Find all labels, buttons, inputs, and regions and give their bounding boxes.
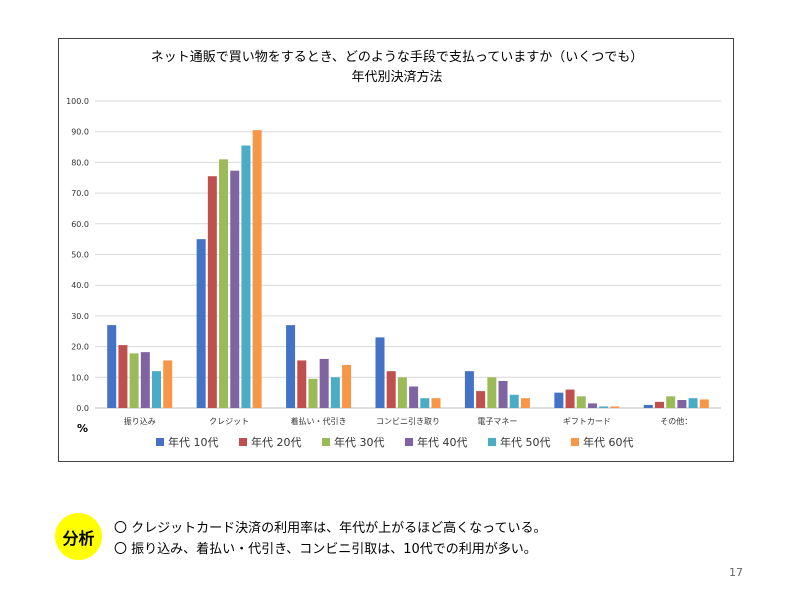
category-label: 振り込み [124,416,156,426]
bar [409,386,419,408]
y-tick-label: 70.0 [71,189,89,198]
bar [654,401,664,408]
legend-label: 年代 10代 [168,435,219,449]
bar [397,377,407,408]
legend-swatch [405,438,413,446]
bar [342,365,352,408]
category-label: 電子マネー [477,417,517,426]
bar [476,391,486,408]
y-tick-label: 90.0 [71,128,89,137]
legend-label: 年代 40代 [417,435,468,449]
category-label: コンビニ引き取り [376,417,440,426]
legend-swatch [571,438,579,446]
analysis-badge-label: 分析 [62,528,95,548]
legend-swatch [488,438,496,446]
bar [107,325,117,408]
bar [163,360,173,408]
chart-title: ネット通販で買い物をするとき、どのような手段で支払っていますか（いくつでも） [151,50,643,65]
y-tick-label: 30.0 [71,312,89,321]
category-label: 着払い・代引き [291,416,347,426]
category-label: ギフトカード [563,417,611,426]
legend-swatch [239,438,247,446]
page-number: 17 [729,566,743,579]
bars [107,130,709,408]
analysis-line-2: 〇 振り込み、着払い・代引き、コンビニ引取は、10代での利用が多い。 [114,542,537,557]
y-tick-label: 20.0 [71,343,89,352]
bar [576,396,586,408]
x-axis-categories: 振り込み クレジット 着払い・代引き コンビニ引き取り 電子マネー ギフトカード その他： [124,416,693,426]
y-tick-label: 100.0 [66,97,89,106]
bar [241,145,251,408]
legend-label: 年代 60代 [583,435,634,449]
bar [286,325,296,408]
bar [330,377,340,408]
category-label: クレジット [209,417,249,426]
bar [297,360,307,408]
chart-subtitle: 年代別決済方法 [351,69,442,85]
chart-frame: ネット通販で買い物をするとき、どのような手段で支払っていますか（いくつでも） 年… [58,38,734,462]
bar [386,371,396,408]
legend-label: 年代 50代 [500,435,551,449]
bar [487,377,497,408]
bar [464,371,474,408]
bar [420,398,430,408]
bar [554,392,564,408]
bar [140,352,150,408]
bar [308,378,318,408]
bar [152,371,162,408]
y-tick-label: 80.0 [71,158,89,167]
bar [375,337,385,408]
grid-lines [95,100,721,409]
bar [599,406,609,408]
bar [196,239,206,408]
analysis-line-1: 〇 クレジットカード決済の利用率は、年代が上がるほど高くなっている。 [114,521,547,536]
bar [118,345,128,408]
bar [688,398,698,408]
bar [319,358,329,408]
bar [207,176,217,408]
unit-label: % [77,422,88,435]
category-label: その他： [660,416,692,426]
y-tick-label: 60.0 [71,220,89,229]
bar [643,404,653,408]
bar [587,403,597,408]
bar [129,353,139,408]
legend-swatch [156,438,164,446]
bar [230,170,240,408]
bar [699,399,709,408]
y-tick-label: 10.0 [71,373,89,382]
bar [677,400,687,408]
analysis-badge: 分析 [55,513,102,560]
y-tick-label: 50.0 [71,251,89,260]
bar [666,396,676,408]
bar [219,159,229,408]
bar [610,406,620,408]
bar-chart: ネット通販で買い物をするとき、どのような手段で支払っていますか（いくつでも） 年… [66,50,721,449]
bar [252,130,262,408]
bar [509,394,519,408]
bar [520,398,530,408]
legend-label: 年代 20代 [251,435,302,449]
y-tick-label: 40.0 [71,281,89,290]
y-axis-ticks: 0.0 10.0 20.0 30.0 40.0 50.0 60.0 70.0 80.0 90.0 1… [66,97,89,413]
bar [565,389,575,408]
bar [498,380,508,408]
legend-label: 年代 30代 [334,435,385,449]
y-tick-label: 0.0 [76,404,89,413]
legend: 年代 10代 年代 20代 年代 30代 年代 40代 年代 50代 年代 60代 [156,435,634,449]
legend-swatch [322,438,330,446]
bar [431,398,441,408]
